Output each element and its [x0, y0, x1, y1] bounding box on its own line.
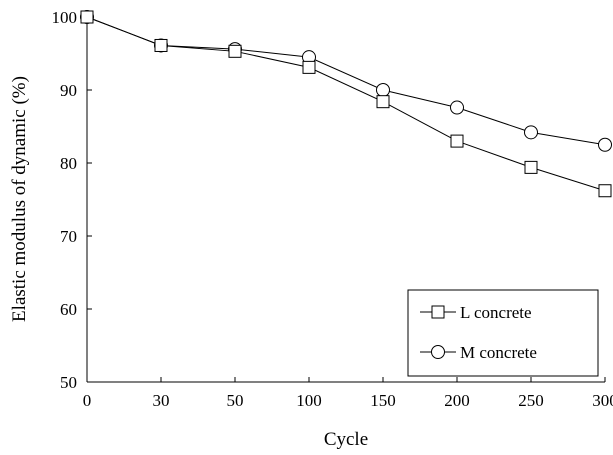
series-line-m-concrete [86, 16, 606, 146]
x-tick-label: 150 [370, 391, 396, 410]
data-point-l-concrete [376, 95, 390, 109]
x-tick-label: 30 [153, 391, 170, 410]
legend-label-l-concrete: L concrete [460, 303, 532, 322]
legend-marker-l-concrete [431, 305, 445, 319]
chart-axes [86, 17, 605, 383]
data-point-l-concrete [524, 160, 538, 174]
data-point-l-concrete [228, 44, 242, 58]
series-line-l-concrete [86, 16, 606, 192]
data-point-m-concrete [450, 100, 464, 115]
x-tick-label: 100 [296, 391, 322, 410]
y-tick-label: 60 [60, 300, 77, 319]
y-tick-label: 70 [60, 227, 77, 246]
legend-marker-m-concrete [431, 345, 445, 359]
chart-series [80, 10, 612, 198]
legend: L concrete M concrete [407, 289, 599, 377]
data-point-l-concrete [598, 184, 612, 198]
legend-label-m-concrete: M concrete [460, 343, 537, 362]
y-tick-label: 80 [60, 154, 77, 173]
legend-items: L concrete M concrete [420, 303, 537, 362]
x-tick-label: 0 [83, 391, 92, 410]
legend-box [407, 289, 599, 377]
data-point-l-concrete [154, 38, 168, 52]
data-point-l-concrete [450, 134, 464, 148]
x-tick-label: 50 [227, 391, 244, 410]
y-tick-label: 50 [60, 373, 77, 392]
x-tick-label: 250 [518, 391, 544, 410]
y-tick-label: 100 [52, 8, 78, 27]
x-tick-label: 200 [444, 391, 470, 410]
data-point-m-concrete [598, 137, 612, 152]
data-point-m-concrete [524, 125, 538, 140]
y-axis-label: Elastic modulus of dynamic (%) [9, 76, 30, 322]
data-point-l-concrete [302, 60, 316, 74]
x-tick-label: 300 [592, 391, 613, 410]
data-point-l-concrete [80, 10, 94, 24]
y-tick-label: 90 [60, 81, 77, 100]
chart-ticks: 50 60 70 80 90 100 0 30 50 100 150 200 250 300 [52, 8, 613, 410]
x-axis-label: Cycle [324, 429, 368, 450]
data-point-m-concrete [376, 83, 390, 97]
